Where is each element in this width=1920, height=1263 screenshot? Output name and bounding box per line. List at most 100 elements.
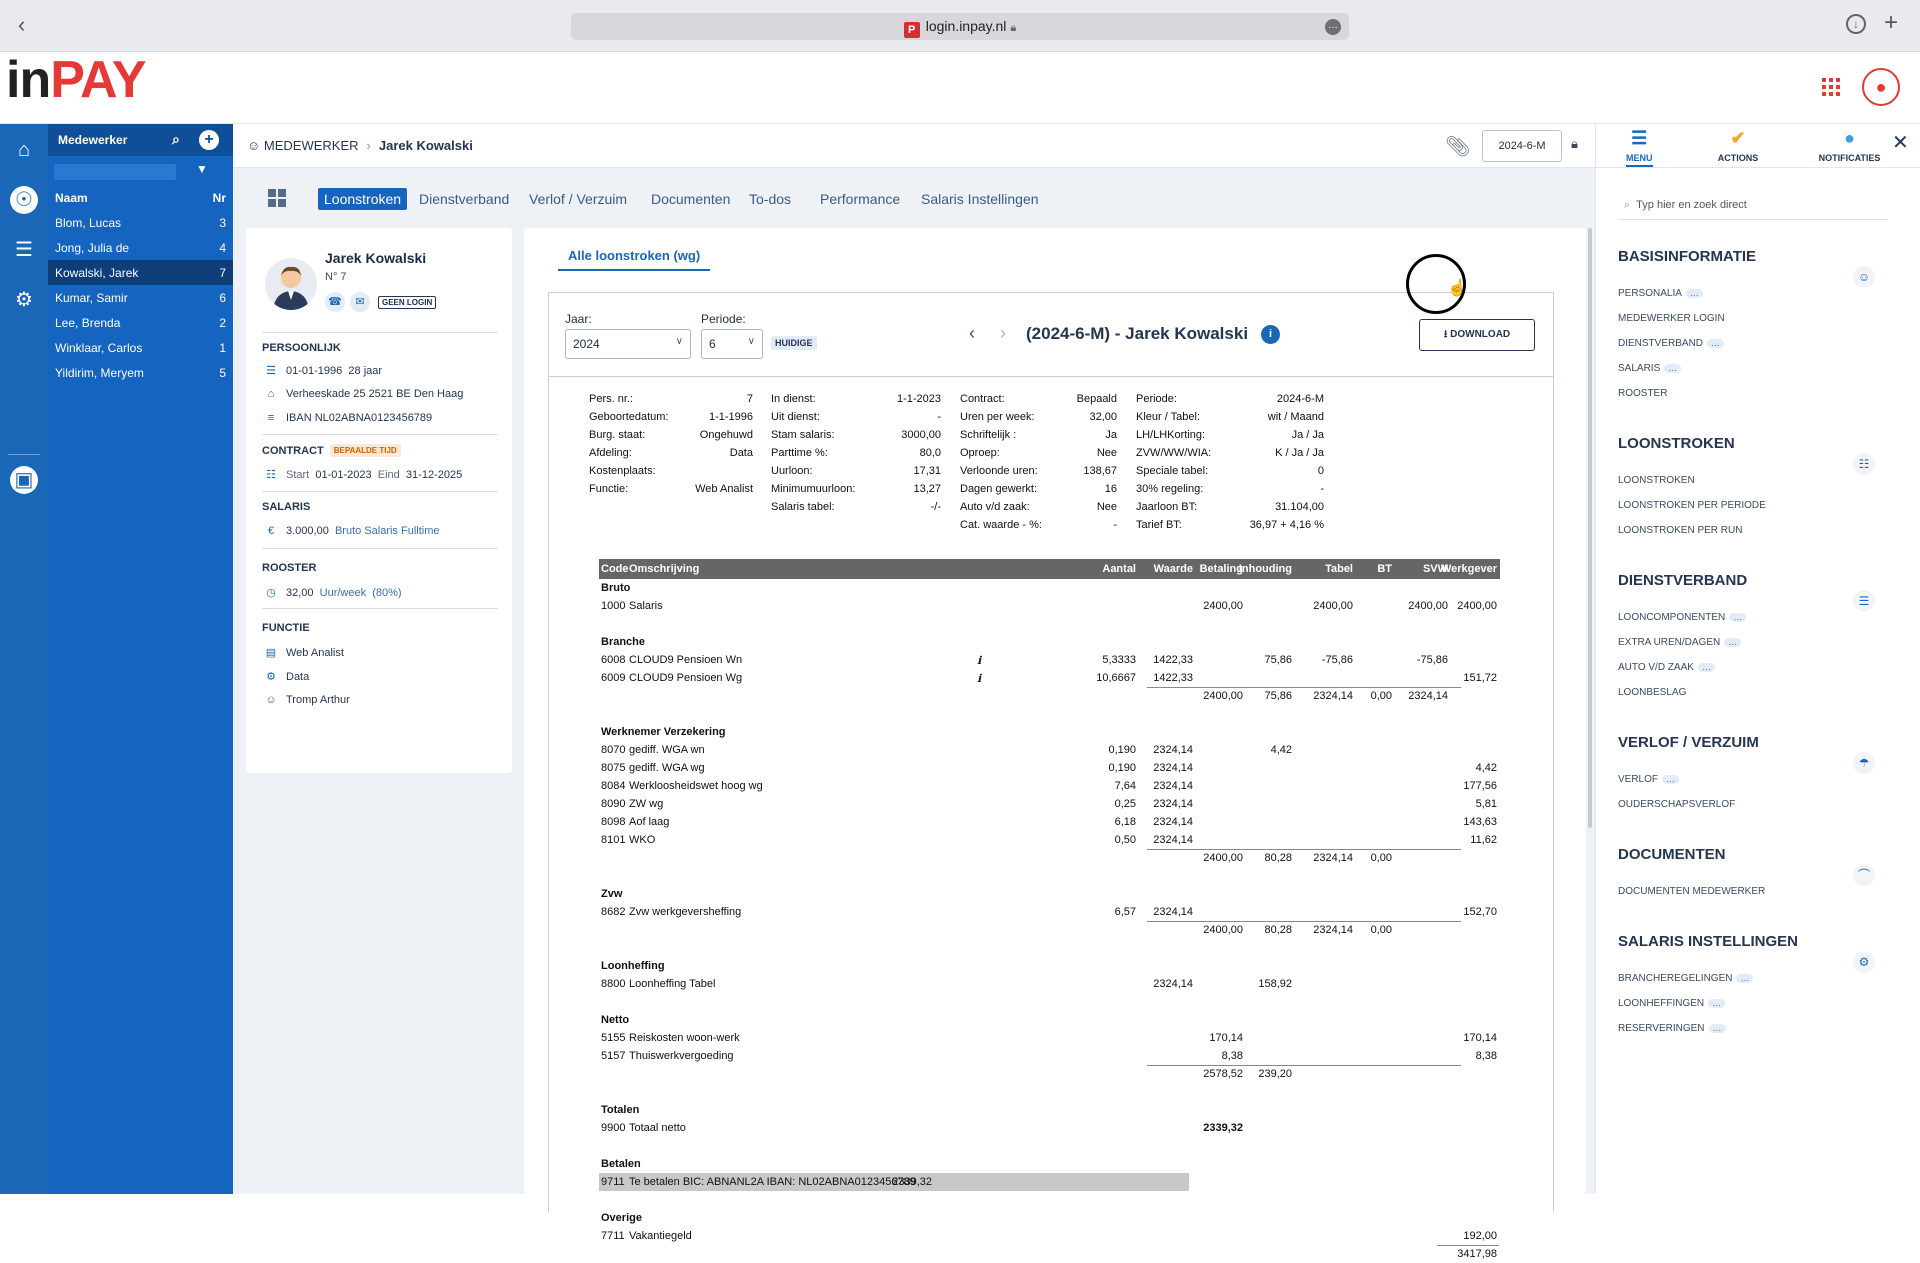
gear-icon[interactable]: ⚙ [1853, 951, 1875, 973]
info-icon[interactable]: ℹ [977, 673, 982, 685]
download-button[interactable]: ⭳ DOWNLOAD [1419, 319, 1535, 351]
menu-item[interactable]: ROOSTER [1618, 388, 1667, 399]
paperclip-icon[interactable]: ⌒ [1853, 864, 1875, 886]
dashboard-icon[interactable] [268, 189, 286, 207]
apps-grid-icon[interactable] [1822, 78, 1840, 96]
column-name[interactable]: Naam [55, 191, 88, 205]
column-header[interactable]: Code [601, 563, 629, 575]
column-header[interactable]: Omschrijving [629, 563, 700, 575]
user-account-icon[interactable]: ● [1862, 68, 1900, 106]
umbrella-icon[interactable]: ☂ [1853, 752, 1875, 774]
more-icon[interactable]: … [1724, 637, 1742, 647]
menu-item[interactable]: EXTRA UREN/DAGEN… [1618, 637, 1742, 648]
column-header[interactable]: Werkgever [1440, 563, 1497, 575]
notifications-tab[interactable]: ● NOTIFICATIES [1802, 128, 1897, 163]
payslip-icon[interactable]: ☷ [1853, 453, 1875, 475]
column-header[interactable]: Aantal [1102, 563, 1136, 575]
next-period-icon[interactable]: › [1000, 323, 1006, 343]
column-header[interactable]: Waarde [1153, 563, 1193, 575]
year-select[interactable]: 2024 ∨ [565, 329, 691, 359]
employee-row[interactable]: Blom, Lucas 3 [48, 210, 233, 235]
menu-item[interactable]: LOONSTROKEN PER RUN [1618, 525, 1742, 536]
breadcrumb-section[interactable]: MEDEWERKER [263, 138, 359, 153]
back-icon[interactable]: ‹ [18, 12, 26, 37]
column-header[interactable]: Tabel [1325, 563, 1353, 575]
column-header[interactable]: Inhouding [1238, 563, 1292, 575]
info-icon[interactable]: ℹ [977, 655, 982, 667]
more-icon[interactable]: … [1664, 363, 1682, 373]
period-selector[interactable]: 2024-6-M [1482, 130, 1562, 162]
menu-item[interactable]: PERSONALIA… [1618, 288, 1703, 299]
bag-icon[interactable]: ▣ [10, 466, 38, 494]
menu-item[interactable]: LOONCOMPONENTEN… [1618, 612, 1747, 623]
tab-loonstroken[interactable]: Loonstroken [318, 188, 408, 210]
current-period-badge[interactable]: HUIDIGE [771, 336, 817, 350]
more-icon[interactable]: … [1708, 998, 1726, 1008]
period-select[interactable]: 6 ∨ [701, 329, 763, 359]
search-icon[interactable]: ⌕ [172, 131, 180, 147]
lock-icon[interactable]: 🔒︎ [1571, 136, 1578, 151]
employee-row[interactable]: Yildirim, Meryem 5 [48, 360, 233, 385]
column-header[interactable]: BT [1377, 563, 1392, 575]
employee-row[interactable]: Lee, Brenda 2 [48, 310, 233, 335]
tab-todos[interactable]: To-dos [749, 191, 792, 207]
settings-icon[interactable]: ⚙ [15, 289, 33, 311]
more-icon[interactable]: … [1708, 1023, 1726, 1033]
tab-alle-loonstroken[interactable]: Alle loonstroken (wg) [558, 248, 711, 271]
column-nr[interactable]: Nr [212, 191, 226, 205]
menu-item[interactable]: DIENSTVERBAND… [1618, 338, 1725, 349]
inpay-logo[interactable]: inPAY [6, 51, 147, 109]
tab-verlof-verzuim[interactable]: Verlof / Verzuim [529, 191, 628, 207]
tab-documenten[interactable]: Documenten [651, 191, 731, 207]
menu-item[interactable]: AUTO V/D ZAAK… [1618, 662, 1715, 673]
previous-period-icon[interactable]: ‹ [969, 323, 975, 343]
menu-item[interactable]: RESERVERINGEN… [1618, 1023, 1726, 1034]
more-icon[interactable]: … [1736, 973, 1754, 983]
mail-icon[interactable]: ✉ [350, 292, 370, 312]
download-icon[interactable]: ↓ [1846, 14, 1866, 34]
actions-tab[interactable]: ✔ ACTIONS [1698, 128, 1778, 163]
add-employee-button[interactable]: + [199, 130, 219, 150]
menu-tab[interactable]: ☰ MENU [1626, 128, 1653, 167]
more-icon[interactable]: … [1729, 612, 1747, 622]
more-icon[interactable]: … [1325, 19, 1341, 35]
more-icon[interactable]: … [1662, 774, 1680, 784]
scrollbar[interactable] [1588, 228, 1592, 828]
new-tab-icon[interactable]: + [1884, 9, 1899, 36]
menu-item[interactable]: BRANCHEREGELINGEN… [1618, 973, 1754, 984]
menu-item[interactable]: LOONSTROKEN PER PERIODE [1618, 500, 1766, 511]
tab-salaris-instellingen[interactable]: Salaris Instellingen [921, 191, 1039, 207]
close-icon[interactable]: ✕ [1892, 132, 1909, 154]
more-icon[interactable]: … [1707, 338, 1725, 348]
tab-dienstverband[interactable]: Dienstverband [419, 191, 510, 207]
menu-search-input[interactable]: ⌕ Typ hier en zoek direct [1618, 192, 1888, 220]
column-header[interactable]: Betaling [1199, 563, 1243, 575]
menu-item[interactable]: LOONHEFFINGEN… [1618, 998, 1726, 1009]
list-icon[interactable]: ☰ [15, 239, 33, 261]
menu-item[interactable]: MEDEWERKER LOGIN [1618, 313, 1725, 324]
filter-icon[interactable]: ▼ [196, 162, 208, 176]
more-icon[interactable]: … [1697, 662, 1715, 672]
menu-item[interactable]: LOONBESLAG [1618, 687, 1686, 698]
filter-input[interactable] [54, 164, 176, 180]
menu-item[interactable]: SALARIS… [1618, 363, 1682, 374]
employee-row[interactable]: Winklaar, Carlos 1 [48, 335, 233, 360]
column-header[interactable]: SVW [1422, 563, 1448, 575]
compass-icon[interactable]: ☉ [10, 186, 38, 214]
employee-row[interactable]: Kowalski, Jarek 7 [48, 260, 233, 285]
menu-item[interactable]: DOCUMENTEN MEDEWERKER [1618, 886, 1765, 897]
paperclip-icon[interactable]: 📎︎ [1445, 136, 1471, 158]
more-icon[interactable]: … [1685, 288, 1703, 298]
menu-item[interactable]: OUDERSCHAPSVERLOF [1618, 799, 1735, 810]
menu-item[interactable]: VERLOF… [1618, 774, 1680, 785]
info-icon[interactable]: i [1261, 325, 1280, 344]
home-icon[interactable]: ⌂ [17, 139, 31, 161]
menu-item[interactable]: LOONSTROKEN [1618, 475, 1695, 486]
employee-row[interactable]: Jong, Julia de 4 [48, 235, 233, 260]
person-icon[interactable]: ☺ [1853, 266, 1875, 288]
tab-performance[interactable]: Performance [820, 191, 901, 207]
employee-row[interactable]: Kumar, Samir 6 [48, 285, 233, 310]
clipboard-icon[interactable]: ☰ [1853, 590, 1875, 612]
phone-icon[interactable]: ☎ [325, 292, 345, 312]
